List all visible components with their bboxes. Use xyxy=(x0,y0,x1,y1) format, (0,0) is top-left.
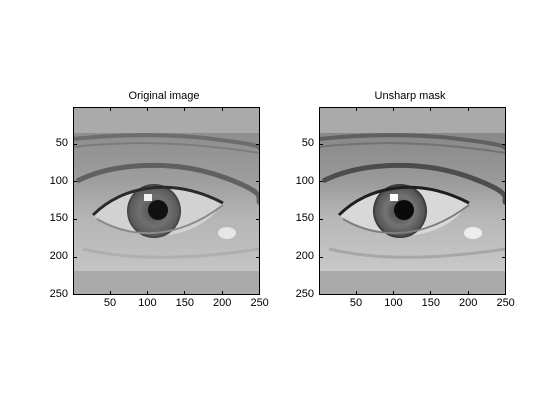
x-tick-mark xyxy=(221,107,223,111)
y-tick-label: 50 xyxy=(301,137,314,150)
y-tick-label: 200 xyxy=(295,250,314,263)
y-tick-mark xyxy=(502,218,506,220)
x-tick-mark xyxy=(430,107,432,111)
x-tick-label: 200 xyxy=(213,297,232,309)
x-tick-label: 200 xyxy=(459,297,478,309)
y-tick-mark xyxy=(256,256,260,258)
image-axes-unsharp xyxy=(319,107,506,295)
y-tick-mark xyxy=(502,294,506,296)
y-tick-label: 250 xyxy=(49,287,68,300)
x-tick-mark xyxy=(184,291,186,295)
x-tick-label: 250 xyxy=(496,297,515,309)
x-tick-mark xyxy=(109,107,111,111)
y-tick-mark xyxy=(502,181,506,183)
x-tick-label: 50 xyxy=(103,297,117,309)
panel-title-original: Original image xyxy=(128,90,200,102)
x-tick-label: 100 xyxy=(384,297,403,309)
eye-image-unsharp xyxy=(319,133,506,271)
panel-title-unsharp: Unsharp mask xyxy=(374,90,446,102)
y-tick-label: 200 xyxy=(49,250,68,263)
x-tick-mark xyxy=(184,107,186,111)
x-tick-mark xyxy=(355,291,357,295)
x-tick-mark xyxy=(221,291,223,295)
x-tick-label: 100 xyxy=(138,297,157,309)
y-tick-mark xyxy=(73,181,77,183)
x-tick-mark xyxy=(146,107,148,111)
x-tick-mark xyxy=(109,291,111,295)
x-tick-mark xyxy=(392,291,394,295)
x-tick-mark xyxy=(505,107,507,111)
x-tick-mark xyxy=(259,291,261,295)
x-tick-mark xyxy=(467,291,469,295)
x-tick-mark xyxy=(467,107,469,111)
y-tick-label: 50 xyxy=(55,137,68,150)
y-tick-mark xyxy=(73,143,77,145)
x-tick-mark xyxy=(392,107,394,111)
eye-image-original xyxy=(73,133,260,271)
image-axes-original xyxy=(73,107,260,295)
y-tick-mark xyxy=(319,218,323,220)
x-tick-mark xyxy=(505,291,507,295)
y-tick-mark xyxy=(319,143,323,145)
y-tick-mark xyxy=(73,218,77,220)
y-tick-label: 100 xyxy=(49,174,68,187)
y-tick-mark xyxy=(319,181,323,183)
y-tick-label: 100 xyxy=(295,174,314,187)
y-tick-mark xyxy=(256,218,260,220)
x-tick-mark xyxy=(146,291,148,295)
y-tick-mark xyxy=(256,143,260,145)
x-tick-label: 150 xyxy=(175,297,194,309)
y-tick-mark xyxy=(319,256,323,258)
x-tick-label: 250 xyxy=(250,297,269,309)
y-tick-label: 150 xyxy=(49,212,68,225)
y-tick-mark xyxy=(256,181,260,183)
y-tick-label: 150 xyxy=(295,212,314,225)
y-tick-mark xyxy=(73,256,77,258)
y-tick-mark xyxy=(319,294,323,296)
y-tick-mark xyxy=(256,294,260,296)
y-tick-mark xyxy=(73,294,77,296)
x-tick-mark xyxy=(355,107,357,111)
y-tick-label: 250 xyxy=(295,287,314,300)
y-tick-mark xyxy=(502,256,506,258)
x-tick-label: 150 xyxy=(421,297,440,309)
y-tick-mark xyxy=(502,143,506,145)
x-tick-mark xyxy=(259,107,261,111)
x-tick-mark xyxy=(430,291,432,295)
x-tick-label: 50 xyxy=(349,297,363,309)
